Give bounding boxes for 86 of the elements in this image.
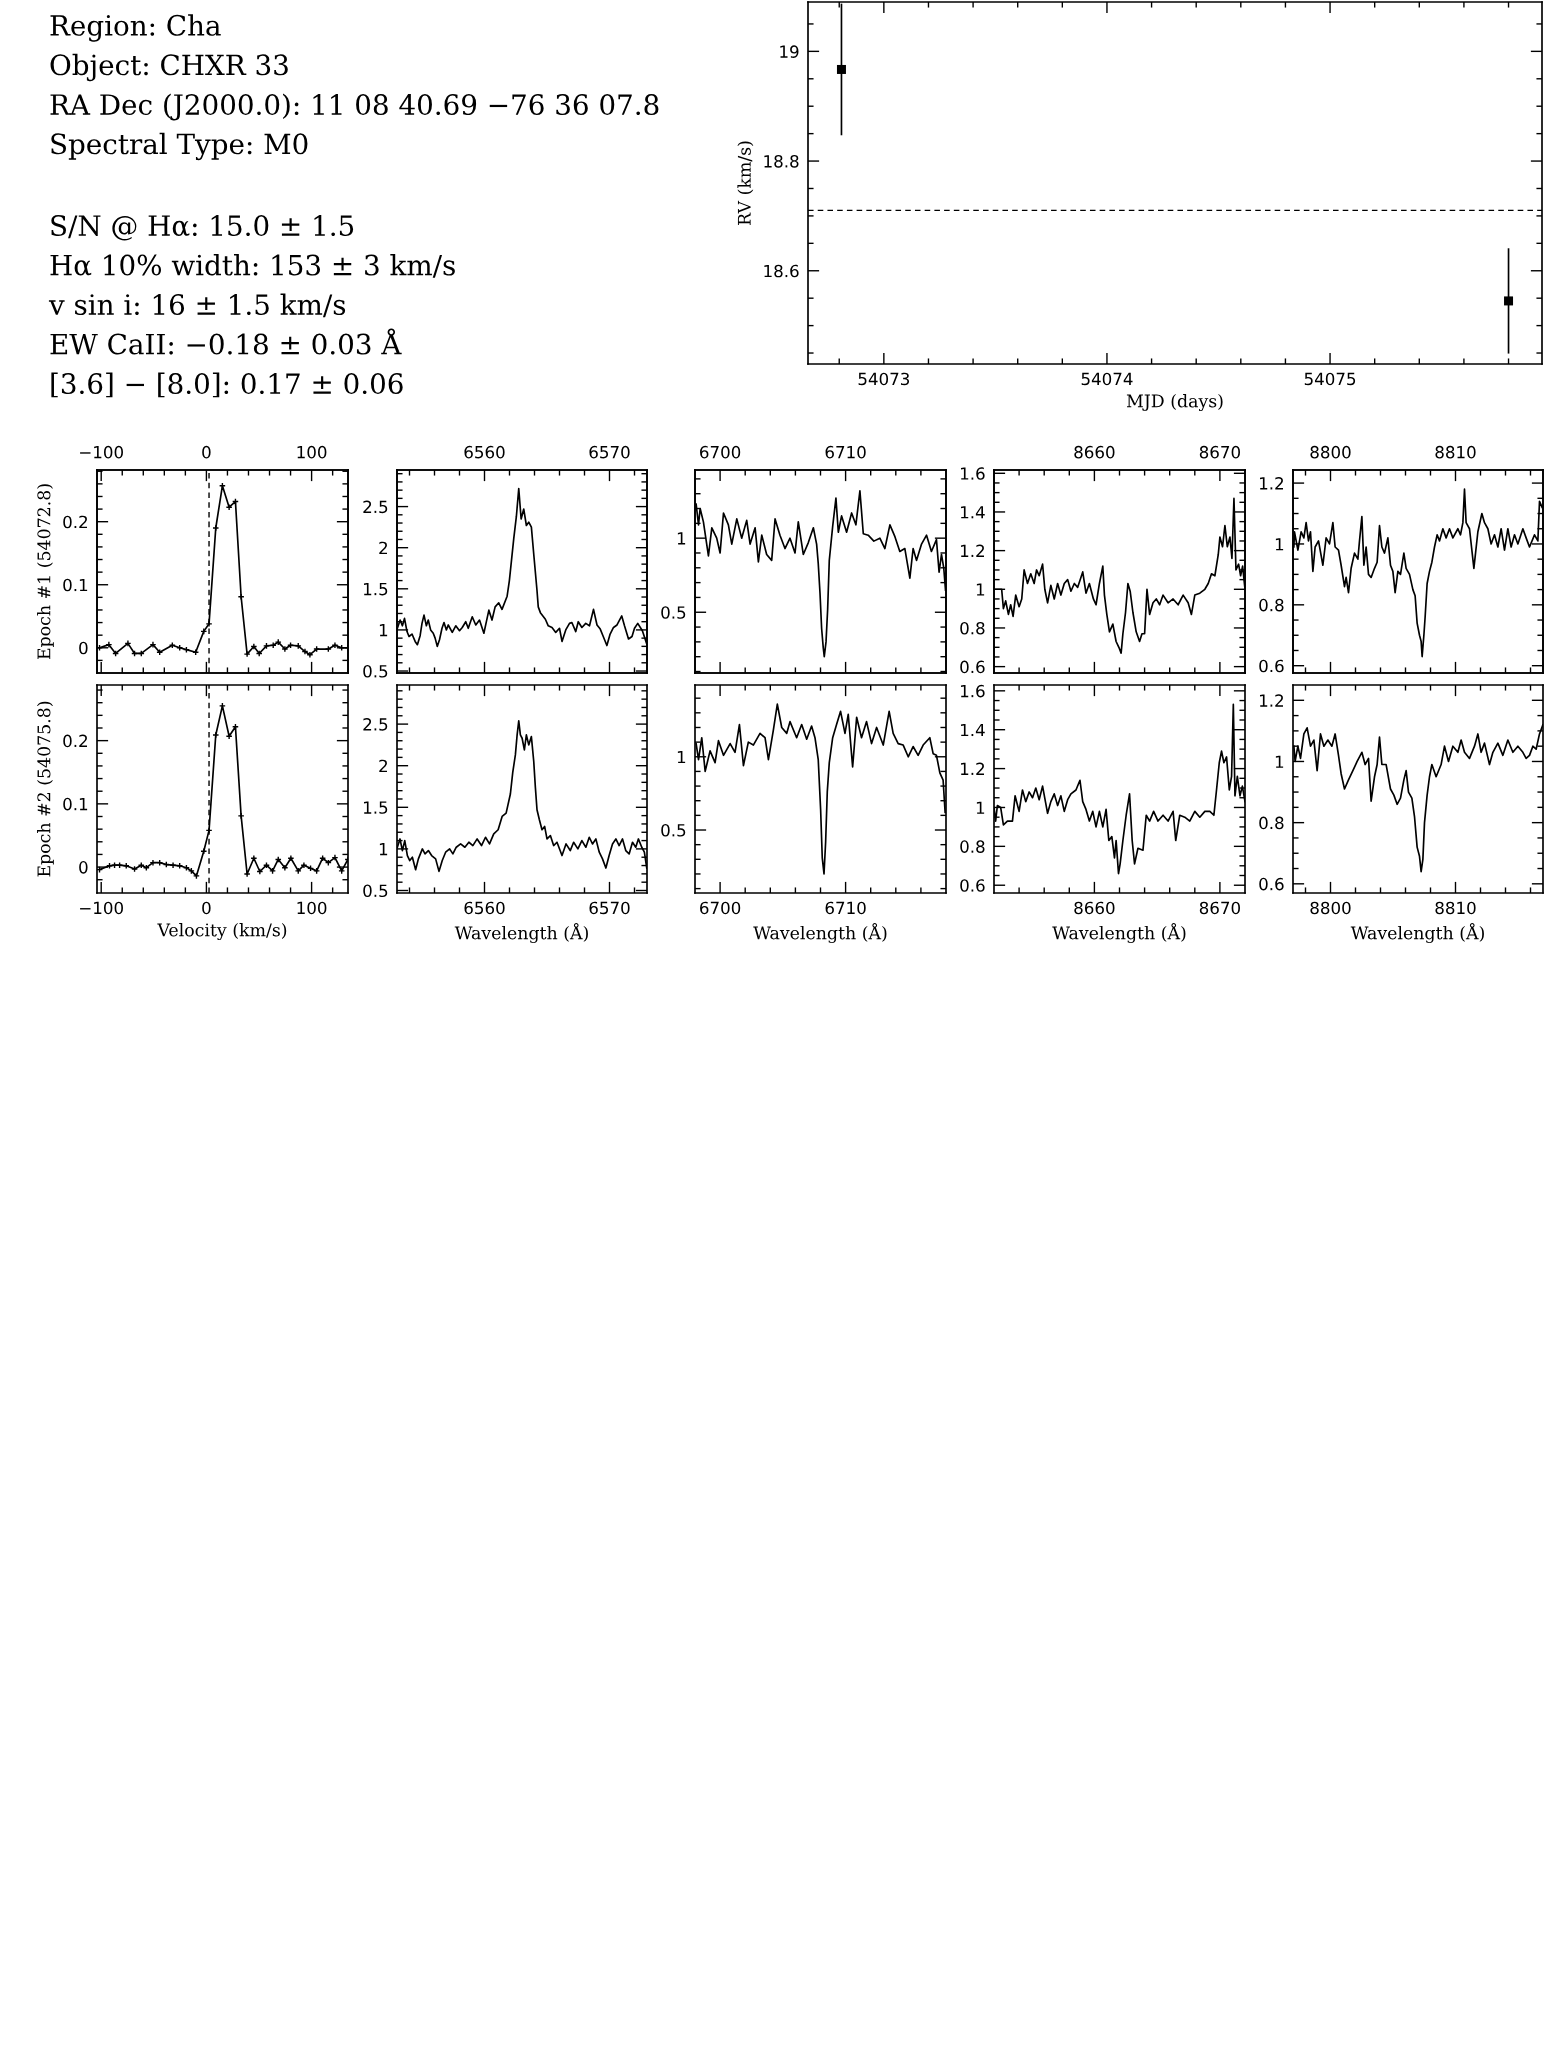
y-tick-label: 1.2 <box>960 544 984 557</box>
x2-tick-label: 6700 <box>700 445 741 459</box>
text: S/N @ Hα: 15.0 ± 1.5 <box>51 215 354 241</box>
x-axis-title: Wavelength (Å) <box>753 923 887 943</box>
y-tick-label: 0 <box>79 861 88 874</box>
y-tick-label: 0.8 <box>1259 816 1284 830</box>
y-tick-label: 1.5 <box>363 582 388 596</box>
text: Region: Cha <box>50 14 221 42</box>
y-tick-label: 0.6 <box>1259 659 1284 673</box>
y-tick-label: 0.8 <box>960 840 985 853</box>
y-tick-label: 1.5 <box>363 801 388 814</box>
y-tick-label: 0.8 <box>960 621 985 635</box>
y-tick-label: 2.5 <box>363 500 388 514</box>
x-tick-label: 8670 <box>1199 901 1240 915</box>
x-axis-title: MJD (days) <box>1126 394 1223 412</box>
x-tick-label: 54075 <box>1304 372 1356 386</box>
text: RA Dec (J2000.0): 11 08 40.69 −76 36 07.8 <box>50 93 659 121</box>
x-tick-label: 6570 <box>589 901 630 915</box>
y-tick-label: 18.6 <box>764 264 799 278</box>
y-tick-label: 0.5 <box>661 823 686 837</box>
y-tick-label: 18.8 <box>764 155 799 168</box>
text: Object: CHXR 33 <box>50 53 288 82</box>
x-axis-title: Velocity (km/s) <box>157 923 287 941</box>
text: Spectral Type: M0 <box>51 132 308 161</box>
x-tick-label: −100 <box>80 901 123 915</box>
y-tick-label: 1 <box>379 843 388 856</box>
y-tick-label: 2.5 <box>363 718 388 731</box>
x2-tick-label: 8670 <box>1199 445 1240 459</box>
y-axis-title: Epoch #1 (54072.8) <box>37 484 54 660</box>
text: Hα 10% width: 153 ± 3 km/s <box>50 254 455 278</box>
y-tick-label: 0.5 <box>661 606 686 619</box>
x-axis-title: Wavelength (Å) <box>1052 923 1186 943</box>
y-tick-label: 1.6 <box>960 467 985 480</box>
x-tick-label: 100 <box>297 901 327 915</box>
y-tick-label: 1 <box>1275 538 1284 551</box>
y-tick-label: 0.6 <box>960 660 985 674</box>
y-tick-label: 0.5 <box>363 664 388 678</box>
x2-tick-label: −100 <box>80 445 123 459</box>
x-tick-label: 6700 <box>700 901 741 915</box>
y-axis-title: RV (km/s) <box>737 141 754 225</box>
x-axis-title: Wavelength (Å) <box>1350 923 1484 943</box>
y-tick-label: 2 <box>379 759 387 773</box>
x2-tick-label: 6570 <box>589 445 630 459</box>
x-axis-title: Wavelength (Å) <box>454 923 588 943</box>
y-tick-label: 1 <box>379 624 388 637</box>
x-tick-label: 8660 <box>1074 901 1115 915</box>
y-tick-label: 1.4 <box>960 506 985 519</box>
y-axis-title: Epoch #2 (54075.8) <box>37 701 54 877</box>
y-tick-label: 1.2 <box>1259 477 1283 490</box>
x2-tick-label: 6560 <box>464 445 505 459</box>
x2-tick-label: 8800 <box>1310 445 1351 459</box>
y-tick-label: 0.1 <box>63 578 88 592</box>
y-tick-label: 1.2 <box>960 762 984 775</box>
y-tick-label: 1 <box>1275 755 1284 768</box>
x-tick-label: 6710 <box>825 901 866 915</box>
x2-tick-label: 8810 <box>1435 445 1476 459</box>
y-tick-label: 0.5 <box>363 884 388 898</box>
x2-tick-label: 6710 <box>825 445 866 459</box>
x-tick-label: 54073 <box>858 372 910 386</box>
x-tick-label: 8800 <box>1310 901 1351 915</box>
text: [3.6] − [8.0]: 0.17 ± 0.06 <box>51 372 403 398</box>
y-tick-label: 0.1 <box>63 797 88 811</box>
y-tick-label: 1 <box>976 801 985 814</box>
y-tick-label: 0.8 <box>1259 598 1284 612</box>
text: EW CaII: −0.18 ± 0.03 Å <box>50 328 402 355</box>
y-tick-label: 1.2 <box>1259 694 1283 707</box>
y-tick-label: 0.2 <box>63 734 87 748</box>
y-tick-label: 0.6 <box>960 879 985 892</box>
y-tick-label: 0 <box>79 641 88 655</box>
y-tick-label: 1 <box>677 750 686 764</box>
x-tick-label: 6560 <box>464 901 505 915</box>
x-tick-label: 0 <box>202 901 211 915</box>
x2-tick-label: 100 <box>297 445 327 459</box>
y-tick-label: 19 <box>780 45 799 58</box>
x-tick-label: 54074 <box>1081 372 1133 386</box>
y-tick-label: 0.2 <box>63 515 87 529</box>
y-tick-label: 1.4 <box>960 723 985 737</box>
y-tick-label: 0.6 <box>1259 877 1284 891</box>
x2-tick-label: 8660 <box>1074 445 1115 459</box>
y-tick-label: 1 <box>677 532 686 545</box>
y-tick-label: 1.6 <box>960 684 985 698</box>
y-tick-label: 2 <box>379 541 387 555</box>
x2-tick-label: 0 <box>202 445 211 459</box>
x-tick-label: 8810 <box>1435 901 1476 915</box>
y-tick-label: 1 <box>976 583 985 596</box>
text: v sin i: 16 ± 1.5 km/s <box>48 293 346 318</box>
